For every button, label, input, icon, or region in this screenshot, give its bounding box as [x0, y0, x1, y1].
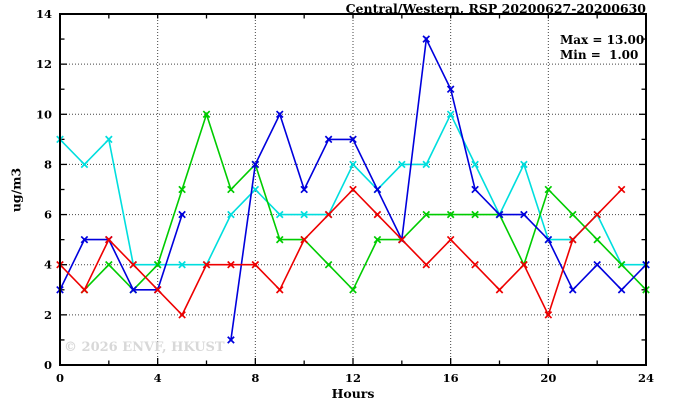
marker-blue-line: [180, 213, 184, 216]
marker-red-line: [498, 288, 501, 292]
marker-green-line: [571, 213, 575, 216]
marker-red-line: [522, 263, 526, 267]
marker-green-line: [376, 238, 379, 242]
marker-red-line: [546, 313, 550, 317]
series-red-line: [59, 188, 623, 318]
marker-red-line: [351, 188, 355, 191]
marker-red-line: [131, 263, 135, 267]
marker-green-line: [424, 213, 428, 216]
y-tick-label: 0: [44, 358, 52, 372]
series-green-line: [83, 111, 647, 292]
marker-green-line: [449, 213, 453, 216]
marker-green-line: [327, 263, 330, 267]
marker-cyan-line: [253, 188, 257, 191]
marker-green-line: [620, 263, 623, 267]
marker-red-line: [107, 238, 111, 242]
marker-blue-line: [449, 87, 453, 91]
x-tick-label: 0: [56, 371, 64, 385]
marker-green-line: [229, 188, 233, 191]
y-tick-label: 6: [44, 208, 52, 222]
x-tick-label: 20: [540, 371, 556, 385]
marker-green-line: [278, 238, 282, 242]
marker-blue-line: [253, 163, 257, 166]
marker-red-line: [424, 263, 428, 267]
marker-green-line: [107, 263, 111, 267]
marker-blue-line: [351, 137, 355, 141]
y-tick-label: 12: [36, 57, 52, 71]
marker-green-line: [156, 263, 160, 267]
marker-cyan-line: [83, 163, 86, 166]
stats-box: Max = 13.00 Min = 1.00: [560, 33, 644, 63]
marker-blue-line: [83, 238, 86, 242]
marker-cyan-line: [473, 163, 477, 166]
marker-blue-line: [229, 338, 233, 342]
x-tick-label: 12: [345, 371, 361, 385]
marker-red-line: [473, 263, 477, 267]
stats-min: Min = 1.00: [560, 48, 639, 62]
marker-cyan-line: [278, 213, 282, 216]
series-blue-line: [59, 36, 647, 341]
chart-title: Central/Western, RSP 20200627-20200630: [345, 1, 646, 16]
marker-red-line: [400, 238, 404, 242]
marker-blue-line: [278, 112, 282, 116]
marker-cyan-line: [400, 163, 404, 166]
marker-red-line: [302, 238, 306, 242]
marker-blue-line: [424, 37, 428, 41]
marker-cyan-line: [302, 213, 306, 216]
marker-blue-line: [327, 137, 330, 141]
marker-blue-line: [473, 188, 477, 191]
x-tick-label: 8: [251, 371, 259, 385]
marker-red-line: [83, 288, 86, 292]
marker-cyan-line: [449, 112, 453, 116]
marker-blue-line: [302, 188, 306, 191]
marker-red-line: [253, 263, 257, 267]
x-tick-label: 4: [154, 371, 162, 385]
marker-cyan-line: [229, 213, 233, 216]
marker-red-line: [376, 213, 379, 216]
x-tick-label: 24: [638, 371, 654, 385]
plot-border: [59, 13, 647, 366]
marker-green-line: [473, 213, 477, 216]
y-tick-label: 8: [44, 157, 52, 171]
marker-green-line: [205, 112, 208, 116]
marker-blue-line: [546, 238, 550, 242]
marker-blue-line: [595, 263, 599, 267]
marker-blue-line: [131, 288, 135, 292]
marker-red-line: [449, 238, 453, 242]
marker-green-line: [180, 188, 184, 191]
marker-blue-line: [498, 213, 501, 216]
marker-cyan-line: [522, 163, 526, 166]
watermark: © 2026 ENVF, HKUST: [64, 340, 225, 355]
marker-cyan-line: [180, 263, 184, 267]
marker-red-line: [156, 288, 160, 292]
marker-red-line: [620, 188, 623, 191]
marker-cyan-line: [424, 163, 428, 166]
marker-blue-line: [376, 188, 379, 191]
marker-red-line: [595, 213, 599, 216]
marker-red-line: [327, 213, 330, 216]
y-tick-label: 4: [44, 258, 52, 272]
marker-green-line: [546, 188, 550, 191]
marker-red-line: [205, 263, 208, 267]
x-tick-label: 16: [443, 371, 459, 385]
y-axis-label: ug/m3: [8, 167, 24, 213]
marker-red-line: [278, 288, 282, 292]
x-axis-label: Hours: [331, 386, 375, 401]
marker-red-line: [229, 263, 233, 267]
marker-blue-line: [620, 288, 623, 292]
y-tick-label: 10: [36, 107, 52, 121]
stats-max: Max = 13.00: [560, 33, 645, 47]
y-tick-label: 14: [36, 7, 52, 21]
marker-blue-line: [522, 213, 526, 216]
marker-cyan-line: [107, 137, 111, 141]
marker-blue-line: [571, 288, 575, 292]
marker-green-line: [595, 238, 599, 242]
marker-red-line: [571, 238, 575, 242]
marker-green-line: [351, 288, 355, 292]
marker-red-line: [180, 313, 184, 317]
y-tick-label: 2: [44, 308, 52, 322]
marker-cyan-line: [351, 163, 355, 166]
